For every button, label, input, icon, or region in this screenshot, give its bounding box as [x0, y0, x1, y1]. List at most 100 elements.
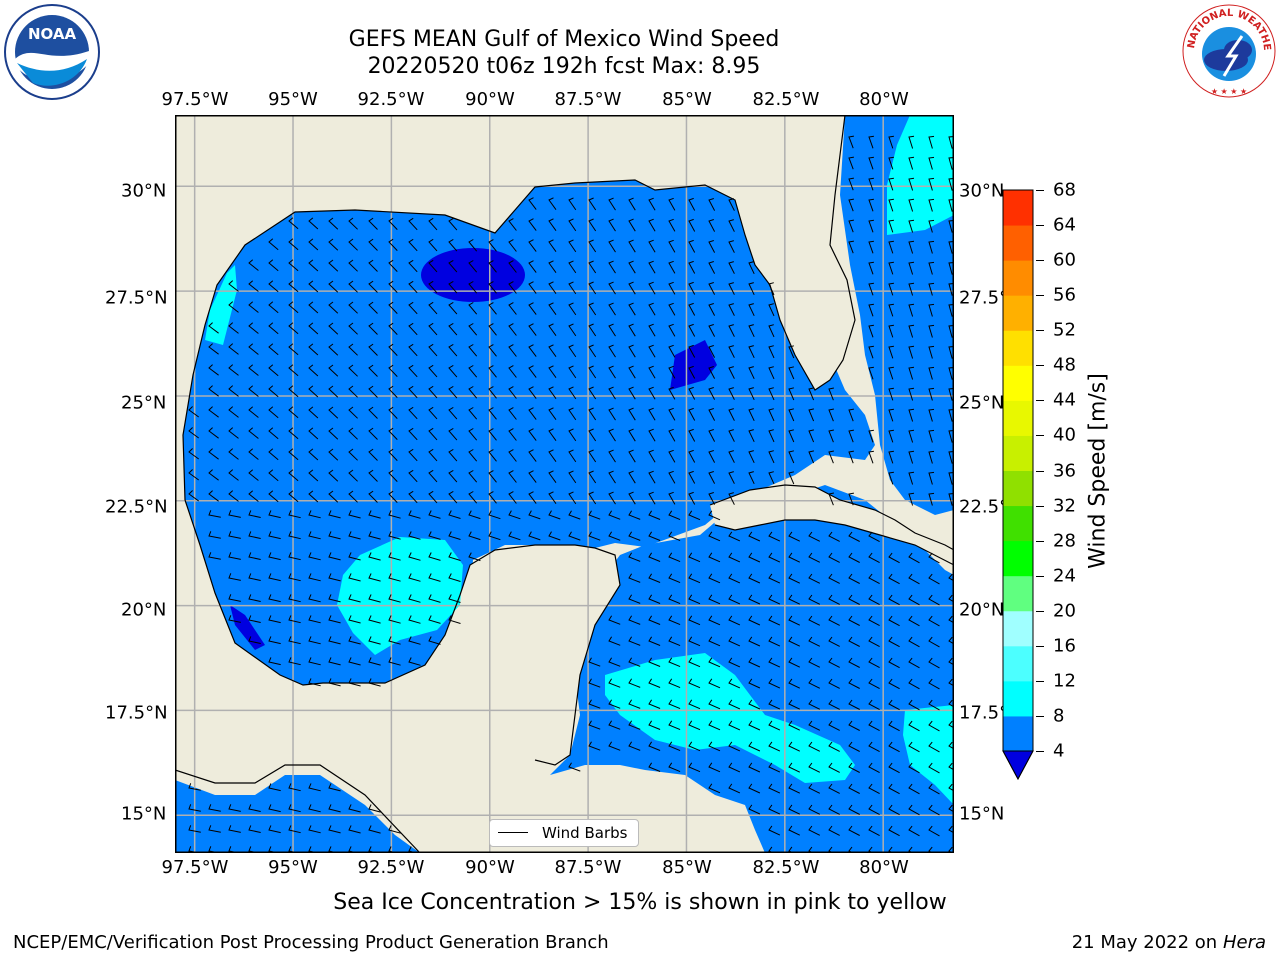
legend-line-swatch — [498, 832, 528, 833]
wind-barb — [708, 510, 721, 521]
wind-barb — [728, 324, 735, 337]
wind-barb — [908, 387, 915, 401]
wind-barb — [688, 449, 696, 463]
wind-barb — [788, 699, 801, 710]
wind-barb — [768, 699, 781, 710]
wind-barb — [668, 699, 681, 710]
wind-barb — [628, 407, 636, 421]
wind-barb — [888, 198, 894, 212]
wind-barb — [688, 762, 701, 773]
wind-barb — [388, 846, 399, 853]
wind-barb — [808, 636, 821, 647]
wind-barb — [428, 364, 438, 378]
wind-barb — [768, 741, 781, 752]
wind-barb — [348, 846, 359, 853]
wind-barb — [288, 531, 301, 540]
wind-barb — [328, 573, 341, 582]
lon-label-top: 80°W — [859, 89, 909, 110]
wind-barb — [588, 510, 601, 520]
footer-date-text: 21 May 2022 on — [1071, 932, 1218, 953]
wind-barb — [728, 408, 735, 421]
wind-barb — [348, 364, 358, 377]
wind-barb — [308, 280, 319, 293]
wind-barb — [708, 303, 716, 316]
wind-barb — [448, 343, 458, 357]
wind-barb — [228, 385, 239, 397]
colorbar-segment — [1003, 190, 1033, 226]
wind-barb — [788, 657, 801, 668]
wind-barb — [508, 510, 521, 520]
wind-barb — [588, 491, 597, 505]
wind-barb — [408, 217, 418, 231]
wind-barb — [688, 678, 701, 689]
wind-barb — [408, 259, 418, 273]
wind-barb — [408, 469, 418, 483]
footer-date: 21 May 2022 on Hera — [1072, 932, 1266, 953]
wind-barb — [288, 804, 301, 813]
speed-patch-below-4 — [230, 605, 265, 650]
svg-text:★ ★ ★ ★: ★ ★ ★ ★ — [1211, 87, 1247, 96]
wind-barb — [948, 783, 954, 792]
lat-label-right: 20°N — [959, 599, 1005, 621]
wind-barb — [908, 261, 915, 275]
wind-barb — [308, 552, 321, 561]
chart-subtitle: 20220520 t06z 192h fcst Max: 8.95 — [367, 54, 761, 79]
wind-barb — [848, 615, 860, 626]
wind-barb — [268, 406, 279, 419]
wind-barb — [648, 762, 661, 772]
wind-barb — [328, 678, 341, 687]
wind-barb — [308, 448, 319, 461]
wind-barb — [948, 573, 954, 582]
wind-barb — [228, 552, 241, 560]
wind-barb — [608, 720, 621, 730]
wind-barb — [488, 323, 497, 336]
wind-barb — [308, 510, 321, 519]
wind-barb — [888, 552, 900, 564]
wind-barb — [948, 741, 954, 750]
wind-barb — [288, 448, 299, 461]
wind-barb — [408, 594, 421, 603]
wind-barb — [228, 490, 239, 502]
wind-barb — [848, 408, 854, 422]
wind-barb — [928, 471, 935, 485]
wind-barb — [568, 218, 577, 232]
wind-barb — [468, 428, 478, 441]
wind-barb — [228, 804, 241, 812]
wind-barb — [308, 217, 319, 230]
wind-barb — [948, 304, 954, 317]
wind-barb — [928, 720, 940, 732]
wind-barb — [268, 301, 279, 314]
wind-barb — [928, 573, 940, 585]
wind-barb — [388, 490, 398, 503]
wind-barb — [948, 657, 954, 666]
wind-barb — [888, 636, 900, 648]
wind-barb — [748, 387, 755, 401]
wind-barb — [828, 615, 840, 626]
wind-barb — [188, 427, 199, 439]
wind-barb — [628, 344, 636, 358]
wind-barb — [468, 470, 478, 483]
wind-barb — [728, 573, 741, 584]
colorbar-tick-label: 68 — [1053, 179, 1076, 201]
wind-barb — [928, 804, 940, 816]
wind-barb — [728, 492, 735, 505]
wind-barb — [948, 615, 954, 624]
wind-barb — [368, 594, 381, 603]
wind-barb — [828, 552, 840, 563]
wind-barb — [688, 594, 701, 605]
lat-label-right: 15°N — [959, 803, 1005, 825]
wind-barb — [768, 636, 781, 647]
wind-barb — [868, 783, 880, 795]
wind-barb — [728, 387, 735, 400]
wind-barb — [868, 657, 880, 669]
wind-barb — [888, 762, 900, 774]
wind-barb — [448, 322, 458, 336]
wind-barb — [848, 783, 860, 794]
wind-barb — [348, 322, 358, 335]
wind-barb — [708, 531, 721, 542]
wind-barb — [728, 783, 741, 794]
wind-barb — [448, 573, 461, 582]
wind-barb — [788, 387, 795, 401]
wind-barb — [328, 448, 339, 461]
wind-barb — [648, 407, 656, 421]
